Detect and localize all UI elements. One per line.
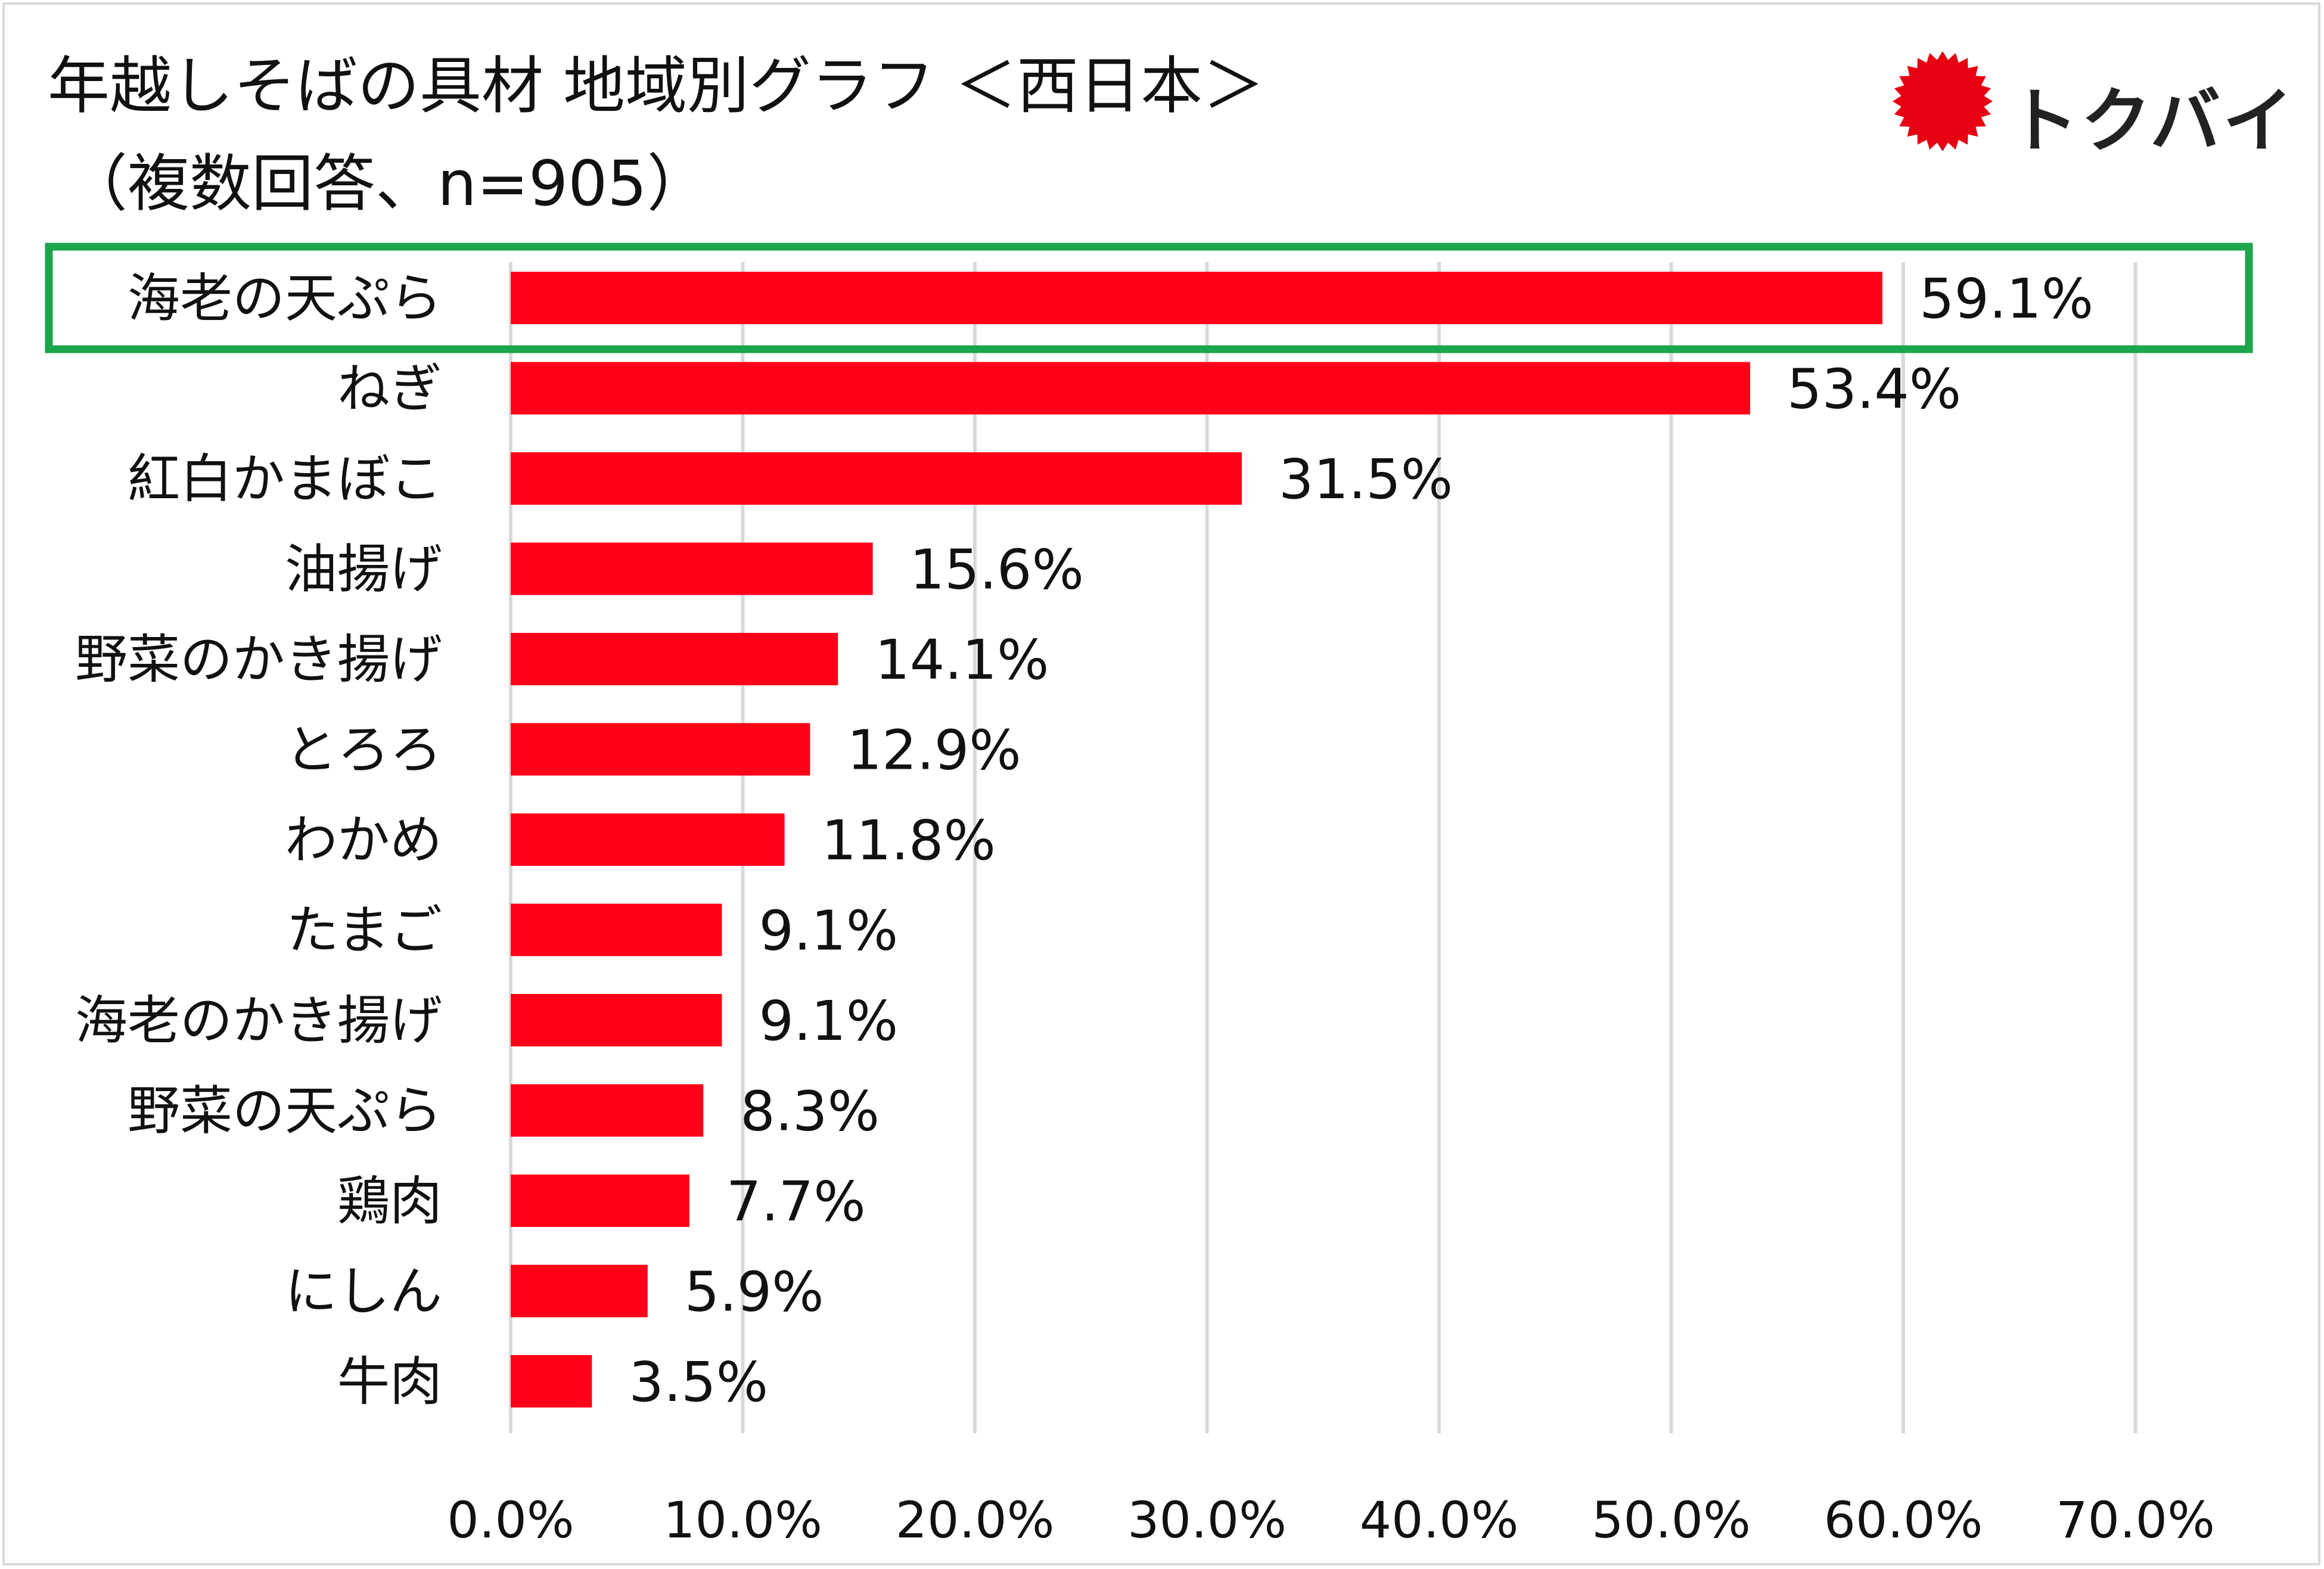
- bar: [511, 1175, 689, 1227]
- category-label: 牛肉: [337, 1351, 442, 1412]
- value-label: 12.9%: [847, 719, 1021, 782]
- chart-subtitle: （複数回答、n=905）: [66, 147, 709, 220]
- value-labels: 59.1% 53.4% 31.5% 15.6% 14.1% 12.9% 11.8% 9.1% 9…: [629, 267, 2093, 1414]
- value-label: 31.5%: [1279, 448, 1453, 511]
- category-label: 油揚げ: [285, 539, 442, 600]
- value-label: 14.1%: [875, 628, 1049, 692]
- category-label: 紅白かまぼこ: [128, 448, 442, 509]
- x-tick-label: 60.0%: [1824, 1491, 1983, 1549]
- category-label: 海老のかき揚げ: [75, 990, 442, 1051]
- value-label: 8.3%: [740, 1080, 880, 1144]
- bar: [511, 362, 1750, 415]
- bar: [511, 994, 722, 1046]
- category-label: 野菜の天ぷら: [128, 1080, 442, 1142]
- category-label: たまご: [287, 900, 442, 961]
- bar: [511, 1264, 648, 1318]
- bar: [511, 1084, 704, 1137]
- category-label: 海老の天ぷら: [128, 268, 442, 329]
- highlight-box: [45, 243, 2253, 353]
- bar: [511, 723, 810, 776]
- category-label: にしん: [285, 1261, 442, 1322]
- value-label: 59.1%: [1919, 267, 2093, 331]
- bar: [511, 1355, 592, 1408]
- x-tick-label: 70.0%: [2056, 1491, 2215, 1549]
- x-tick-label: 30.0%: [1127, 1491, 1287, 1549]
- bars: [511, 272, 1882, 1408]
- value-label: 5.9%: [685, 1260, 824, 1324]
- x-tick-label: 50.0%: [1592, 1491, 1751, 1549]
- value-label: 9.1%: [759, 899, 898, 963]
- category-labels: 海老の天ぷらねぎ紅白かまぼこ油揚げ野菜のかき揚げとろろわかめたまご海老のかき揚げ…: [75, 268, 442, 1412]
- value-label: 9.1%: [759, 989, 898, 1053]
- x-tick-label: 20.0%: [896, 1491, 1055, 1549]
- value-label: 15.6%: [910, 538, 1084, 602]
- bar: [511, 903, 722, 956]
- x-axis-tick-labels: 0.0% 10.0% 20.0% 30.0% 40.0% 50.0% 60.0% 70.0%: [447, 1491, 2215, 1549]
- bar: [511, 813, 785, 866]
- category-label: とろろ: [285, 719, 442, 781]
- brand-logo: トクバイ: [1892, 51, 2293, 162]
- x-tick-label: 0.0%: [447, 1491, 574, 1549]
- bar: [511, 272, 1882, 324]
- bar: [511, 542, 873, 595]
- category-label: ねぎ: [337, 358, 442, 420]
- value-label: 53.4%: [1787, 358, 1961, 421]
- brand-logo-text: トクバイ: [2008, 80, 2296, 162]
- bar: [511, 452, 1242, 505]
- value-label: 3.5%: [629, 1350, 768, 1414]
- bar: [511, 633, 838, 685]
- x-tick-label: 40.0%: [1360, 1491, 1519, 1549]
- chart-title: 年越しそばの具材 地域別グラフ ＜西日本＞: [48, 49, 1265, 122]
- x-tick-label: 10.0%: [663, 1491, 822, 1549]
- value-label: 11.8%: [822, 809, 996, 872]
- value-label: 7.7%: [726, 1170, 866, 1234]
- red-starburst-icon: [1893, 51, 1993, 151]
- category-label: わかめ: [285, 809, 442, 871]
- category-label: 鶏肉: [337, 1170, 442, 1232]
- category-label: 野菜のかき揚げ: [75, 629, 442, 690]
